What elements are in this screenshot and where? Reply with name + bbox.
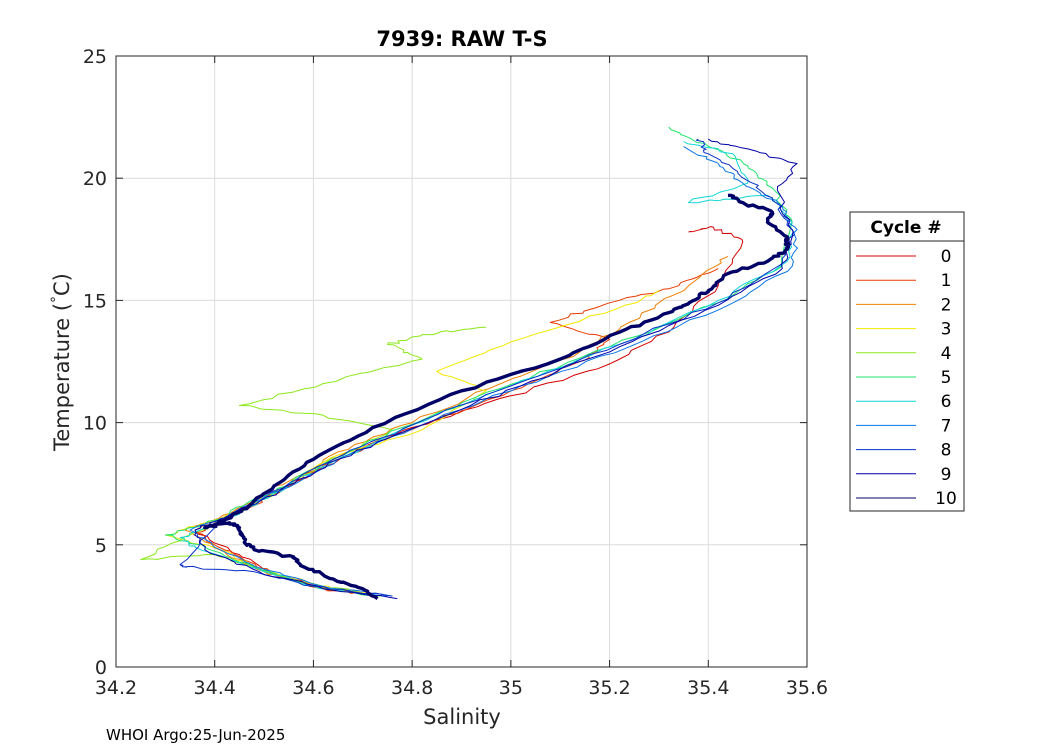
legend-label-cycle-0: 0 — [941, 247, 952, 267]
y-axis-label-unit: C) — [50, 273, 74, 296]
legend-label-cycle-1: 1 — [941, 271, 952, 291]
x-tick-label: 34.2 — [95, 677, 137, 699]
y-axis-label-degree: ° — [49, 296, 65, 303]
legend-box — [849, 211, 965, 512]
legend-label-cycle-3: 3 — [941, 320, 952, 340]
legend-label-cycle-6: 6 — [941, 392, 952, 412]
footer-text: WHOI Argo:25-Jun-2025 — [106, 726, 285, 744]
series-line-cycle-5 — [164, 126, 793, 597]
legend-label-cycle-4: 4 — [941, 344, 952, 364]
legend-label-cycle-2: 2 — [941, 295, 952, 315]
chart-title: 7939: RAW T-S — [376, 27, 547, 51]
x-tick-label: 34.8 — [391, 677, 433, 699]
x-tick-label: 35.4 — [687, 677, 729, 699]
plot-area: 34.2 34.4 34.6 34.8 35 35.2 35.4 35.6 0 5 10 15 20 25 — [83, 46, 828, 699]
legend: Cycle # 0 1 2 3 4 5 6 7 8 9 10 — [849, 211, 965, 512]
axes-frame — [115, 55, 808, 668]
legend-items: 0 1 2 3 4 5 6 7 8 9 10 — [856, 247, 957, 509]
y-axis-label-main: Temperature ( — [50, 303, 74, 452]
x-tick-label: 35 — [499, 677, 523, 699]
y-tick-label: 25 — [83, 46, 107, 68]
series-line-cycle-9 — [194, 138, 798, 600]
y-tick-label: 20 — [83, 168, 107, 190]
legend-title: Cycle # — [870, 218, 941, 238]
x-axis-label: Salinity — [423, 705, 501, 729]
series-layer — [140, 126, 798, 601]
y-tick-label: 10 — [83, 413, 107, 435]
series-line-cycle-10 — [203, 193, 791, 601]
legend-label-cycle-7: 7 — [941, 416, 952, 436]
legend-label-cycle-5: 5 — [941, 368, 952, 388]
legend-label-cycle-9: 9 — [941, 465, 952, 485]
y-tick-label: 15 — [83, 290, 107, 312]
y-axis-label: Temperature (°C) — [49, 273, 74, 452]
series-line-cycle-8 — [179, 138, 795, 597]
x-tick-label: 35.6 — [786, 677, 828, 699]
y-tick-label: 5 — [95, 535, 107, 557]
series-line-cycle-7 — [189, 145, 798, 597]
legend-label-cycle-10: 10 — [935, 489, 957, 509]
x-tick-label: 35.2 — [588, 677, 630, 699]
x-tick-label: 34.6 — [292, 677, 334, 699]
y-tick-label: 0 — [95, 657, 107, 679]
x-tick-label: 34.4 — [194, 677, 236, 699]
ticks: 34.2 34.4 34.6 34.8 35 35.2 35.4 35.6 0 5 10 15 20 25 — [83, 46, 828, 699]
legend-label-cycle-8: 8 — [941, 441, 952, 461]
